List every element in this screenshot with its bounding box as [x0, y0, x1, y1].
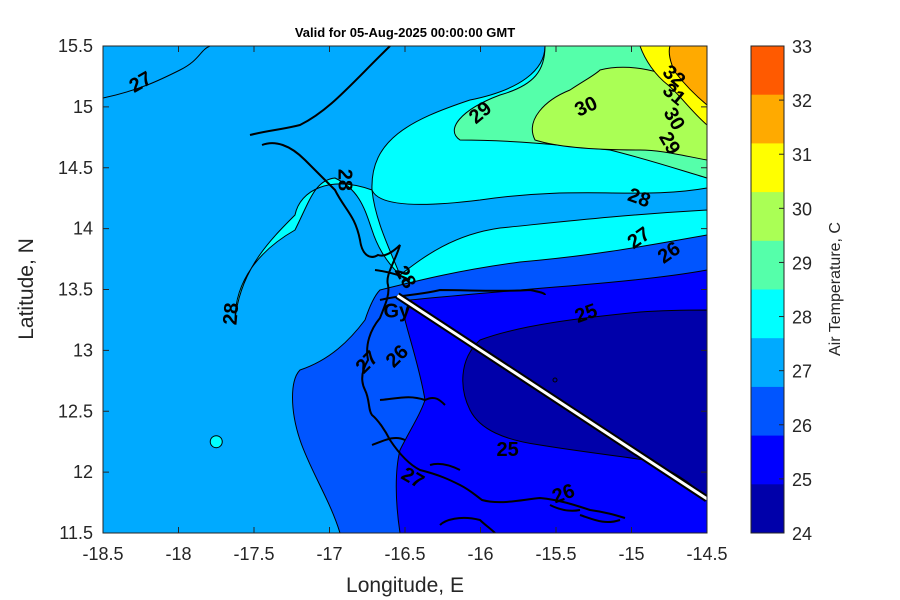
- colorbar-tick-label: 27: [792, 362, 812, 382]
- colorbar-segment: [751, 386, 784, 437]
- colorbar-tick-label: 24: [792, 524, 812, 544]
- y-tick-label: 12.5: [58, 401, 93, 421]
- plot-title: Valid for 05-Aug-2025 00:00:00 GMT: [295, 25, 515, 40]
- transect-core: [396, 294, 707, 501]
- contour-line-27-north: [103, 46, 211, 99]
- colorbar-frame: [750, 45, 785, 534]
- colorbar-segment: [751, 192, 784, 242]
- x-tick-label: -15: [618, 544, 644, 564]
- x-tick-label: -16: [467, 544, 493, 564]
- x-axis-ticks: -18.5 -18 -17.5 -17 -16.5 -16 -15.5 -15 -14.5: [82, 46, 728, 564]
- location-marker: [209, 435, 223, 449]
- contour-label: 28: [219, 302, 243, 326]
- y-axis-ticks: 15.5 15 14.5 14 13.5 13 12.5 12 11.5: [58, 36, 707, 543]
- coastline: [249, 46, 626, 533]
- colorbar-tick-label: 33: [792, 37, 812, 57]
- colorbar-tick-label: 26: [792, 416, 812, 436]
- colorbar-segment: [751, 46, 784, 96]
- colorbar-segment: [751, 484, 784, 534]
- x-tick-label: -14.5: [686, 544, 727, 564]
- contour-label: 25: [497, 439, 519, 461]
- y-axis-label: Latitude, N: [15, 238, 38, 340]
- colorbar-segment: [751, 338, 784, 388]
- colorbar-segment: [751, 94, 784, 144]
- y-tick-label: 15.5: [58, 36, 93, 56]
- y-tick-label: 14.5: [58, 158, 93, 178]
- x-tick-label: -18.5: [82, 544, 123, 564]
- station-label: Gy: [383, 300, 411, 322]
- colorbar-tick-label: 32: [792, 91, 812, 111]
- x-tick-label: -17: [316, 544, 342, 564]
- transect-line: [395, 292, 707, 502]
- x-tick-label: -18: [165, 544, 191, 564]
- colorbar-tick-label: 29: [792, 253, 812, 273]
- x-tick-label: -16.5: [384, 544, 425, 564]
- colorbar-segment: [751, 240, 784, 290]
- colorbar-segment: [751, 435, 784, 485]
- x-tick-label: -17.5: [233, 544, 274, 564]
- colorbar-tick-label: 25: [792, 470, 812, 490]
- y-tick-label: 11.5: [59, 523, 93, 543]
- colorbar-label: Air Temperature, C: [827, 222, 844, 356]
- y-tick-label: 12: [73, 462, 93, 482]
- colorbar-segment: [751, 289, 784, 339]
- colorbar-tick-label: 31: [792, 145, 812, 165]
- colorbar-tick-label: 28: [792, 308, 812, 328]
- colorbar-segment: [751, 143, 784, 193]
- y-tick-label: 13.5: [58, 280, 93, 300]
- y-tick-label: 15: [73, 97, 93, 117]
- colorbar: 33 32 31 30 29 28 27 26 25 24: [750, 37, 812, 544]
- colorbar-tick-label: 30: [792, 199, 812, 219]
- contour-label: 28: [334, 169, 356, 191]
- station-dot: [552, 377, 558, 383]
- x-tick-label: -15.5: [535, 544, 576, 564]
- contour-fill-32: [668, 46, 707, 106]
- y-tick-label: 13: [73, 340, 93, 360]
- y-tick-label: 14: [73, 219, 93, 239]
- x-axis-label: Longitude, E: [346, 574, 464, 597]
